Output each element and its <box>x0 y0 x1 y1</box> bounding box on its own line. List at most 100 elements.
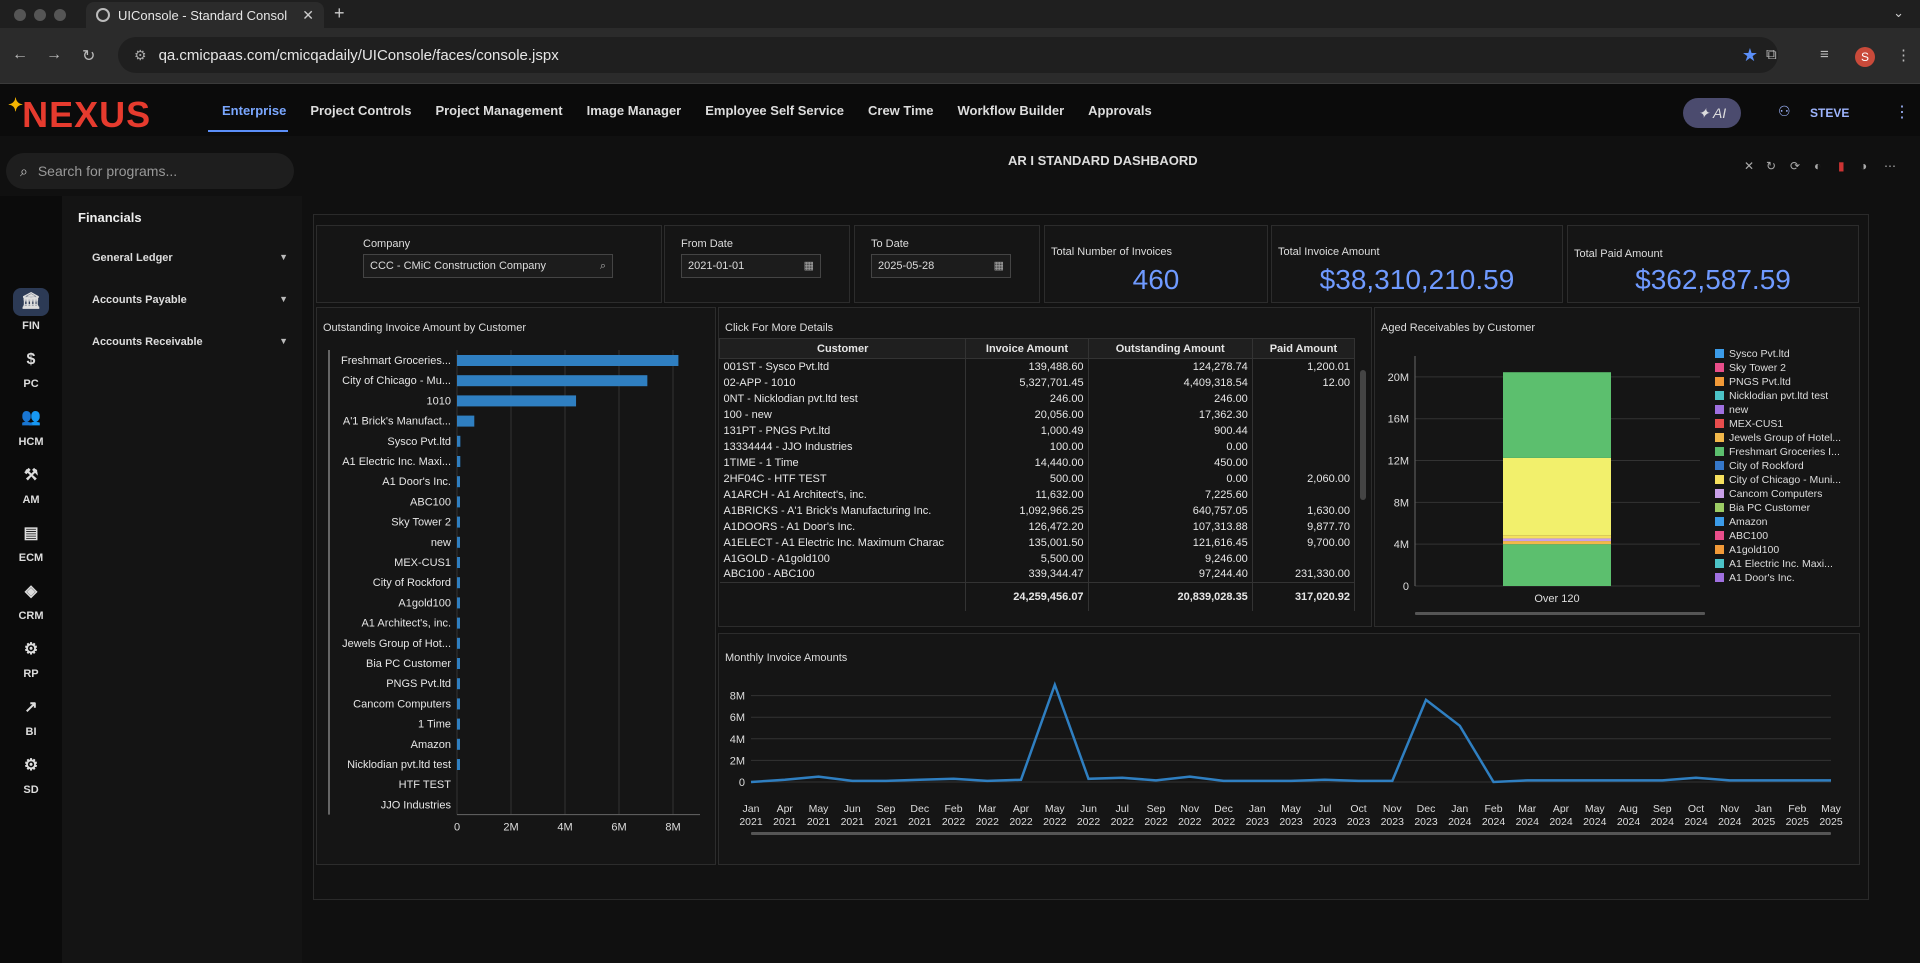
legend-entry[interactable]: A1 Door's Inc. <box>1715 572 1795 584</box>
calendar-icon[interactable]: ▦ <box>803 260 814 272</box>
profile-avatar[interactable]: S <box>1855 47 1875 67</box>
menu-workflow-builder[interactable]: Workflow Builder <box>957 103 1065 118</box>
from-date-input[interactable]: 2021-01-01 ▦ <box>681 254 821 278</box>
x-tick-label: Jul <box>1318 803 1331 815</box>
refresh-icon[interactable]: ↻ <box>1766 159 1777 173</box>
back-icon[interactable]: ← <box>12 46 28 63</box>
x-tick-label: Nov <box>1720 803 1739 815</box>
menu-project-management[interactable]: Project Management <box>435 103 563 118</box>
x-tick-year: 2021 <box>841 816 865 828</box>
legend-entry[interactable]: new <box>1715 404 1748 416</box>
x-tick-year: 2025 <box>1752 816 1776 828</box>
close-icon[interactable]: ✕ <box>1744 159 1755 173</box>
toggle-icon[interactable]: ◐ <box>1814 159 1822 173</box>
legend-entry[interactable]: Sky Tower 2 <box>1715 362 1786 374</box>
legend-entry[interactable]: City of Rockford <box>1715 460 1804 472</box>
browser-tab[interactable]: UIConsole - Standard Consol ✕ <box>86 2 324 28</box>
legend-entry[interactable]: MEX-CUS1 <box>1715 418 1783 430</box>
reload-icon[interactable]: ↻ <box>82 48 96 65</box>
legend-entry[interactable]: Bia PC Customer <box>1715 502 1810 514</box>
sidebar-item-accounts-payable[interactable]: Accounts Payable ▼ <box>92 294 288 306</box>
table-row[interactable]: A1ARCH - A1 Architect's, inc. 11,632.00 7,… <box>719 486 1356 503</box>
legend-entry[interactable]: Freshmart Groceries I... <box>1715 446 1840 458</box>
new-tab-icon[interactable]: + <box>334 3 345 23</box>
more-icon[interactable]: ⋯ <box>1884 159 1896 173</box>
rail-item-am[interactable]: ⚒ AM <box>0 462 62 506</box>
company-input[interactable]: CCC - CMiC Construction Company ⌕ <box>363 254 613 278</box>
column-header[interactable]: Customer <box>718 338 967 359</box>
table-row[interactable]: 13334444 - JJO Industries 100.00 0.00 <box>719 438 1356 455</box>
column-header[interactable]: Paid Amount <box>1251 338 1356 359</box>
menu-employee-self-service[interactable]: Employee Self Service <box>705 103 844 118</box>
close-tab-icon[interactable]: ✕ <box>302 7 314 23</box>
table-row[interactable]: 001ST - Sysco Pvt.ltd 139,488.60 124,278.7… <box>719 358 1356 375</box>
table-row[interactable]: A1ELECT - A1 Electric Inc. Maximum Chara… <box>719 534 1356 551</box>
table-scrollbar[interactable] <box>1360 370 1366 500</box>
sidebar-item-general-ledger[interactable]: General Ledger ▼ <box>92 252 288 264</box>
table-row[interactable]: 100 - new 20,056.00 17,362.30 <box>719 406 1356 423</box>
window-minimize-dot[interactable] <box>34 9 46 21</box>
table-row[interactable]: 131PT - PNGS Pvt.ltd 1,000.49 900.44 <box>719 422 1356 439</box>
table-row[interactable]: 0NT - Nicklodian pvt.ltd test 246.00 246.0… <box>719 390 1356 407</box>
rail-item-hcm[interactable]: 👥 HCM <box>0 404 62 448</box>
sync-icon[interactable]: ⟳ <box>1790 159 1801 173</box>
rail-item-pc[interactable]: $ PC <box>0 346 62 390</box>
menu-image-manager[interactable]: Image Manager <box>586 103 682 118</box>
tab-search-icon[interactable]: ⌄ <box>1893 5 1904 20</box>
legend-entry[interactable]: City of Chicago - Muni... <box>1715 474 1841 486</box>
legend-entry[interactable]: Jewels Group of Hotel... <box>1715 432 1841 444</box>
legend-entry[interactable]: PNGS Pvt.ltd <box>1715 376 1791 388</box>
app-menu-icon[interactable]: ⋮ <box>1894 104 1910 121</box>
extensions-icon[interactable]: ⧉ <box>1766 46 1777 63</box>
legend-entry[interactable]: A1 Electric Inc. Maxi... <box>1715 558 1833 570</box>
program-search[interactable]: ⌕ Search for programs... <box>6 153 294 189</box>
rail-item-fin[interactable]: 🏛 FIN <box>0 288 62 332</box>
table-row[interactable]: 1TIME - 1 Time 14,440.00 450.00 <box>719 454 1356 471</box>
bar <box>457 476 460 488</box>
category-label: Jewels Group of Hot... <box>342 638 451 650</box>
forward-icon[interactable]: → <box>46 46 62 63</box>
media-icon[interactable]: ≡ <box>1820 46 1829 63</box>
rail-item-ecm[interactable]: ▤ ECM <box>0 520 62 564</box>
ai-button[interactable]: ✦ AI <box>1683 98 1741 128</box>
address-bar[interactable]: ⚙ qa.cmicpaas.com/cmicqadaily/UIConsole/… <box>118 37 1778 73</box>
to-date-input[interactable]: 2025-05-28 ▦ <box>871 254 1011 278</box>
window-close-dot[interactable] <box>14 9 26 21</box>
legend-entry[interactable]: Sysco Pvt.ltd <box>1715 348 1790 360</box>
table-row[interactable]: A1BRICKS - A'1 Brick's Manufacturing Inc… <box>719 502 1356 519</box>
category-label: Cancom Computers <box>353 698 451 710</box>
bookmark-star-icon[interactable]: ★ <box>1741 45 1758 65</box>
x-tick-year: 2023 <box>1347 816 1371 828</box>
column-header[interactable]: Invoice Amount <box>965 338 1089 359</box>
site-settings-icon[interactable]: ⚙ <box>134 46 147 63</box>
legend-entry[interactable]: Nicklodian pvt.ltd test <box>1715 390 1828 402</box>
browser-menu-icon[interactable]: ⋮ <box>1896 47 1911 64</box>
legend-entry[interactable]: A1gold100 <box>1715 544 1779 556</box>
window-zoom-dot[interactable] <box>54 9 66 21</box>
table-row[interactable]: ABC100 - ABC100 339,344.47 97,244.40 231,33… <box>719 566 1356 583</box>
legend-entry[interactable]: Cancom Computers <box>1715 488 1822 500</box>
table-row[interactable]: 2HF04C - HTF TEST 500.00 0.00 2,060.00 <box>719 470 1356 487</box>
menu-project-controls[interactable]: Project Controls <box>310 103 412 118</box>
search-icon[interactable]: ⌕ <box>599 260 606 272</box>
table-row[interactable]: A1GOLD - A1gold100 5,500.00 9,246.00 <box>719 550 1356 567</box>
rail-item-bi[interactable]: ↗ BI <box>0 694 62 738</box>
pdf-icon[interactable]: ▮ <box>1838 159 1845 173</box>
table-row[interactable]: 02-APP - 1010 5,327,701.45 4,409,318.54 12.… <box>719 374 1356 391</box>
user-name[interactable]: STEVE <box>1810 106 1850 120</box>
legend-entry[interactable]: ABC100 <box>1715 530 1768 542</box>
table-row[interactable]: A1DOORS - A1 Door's Inc. 126,472.20 107,31… <box>719 518 1356 535</box>
column-header[interactable]: Outstanding Amount <box>1087 338 1253 359</box>
legend-entry[interactable]: Amazon <box>1715 516 1768 528</box>
rail-item-sd[interactable]: ⚙ SD <box>0 752 62 796</box>
user-icon: ⚇ <box>1778 103 1791 119</box>
menu-enterprise[interactable]: Enterprise <box>222 103 287 118</box>
calendar-icon[interactable]: ▦ <box>993 260 1004 272</box>
theme-icon[interactable]: ◑ <box>1860 159 1868 173</box>
rail-item-rp[interactable]: ⚙ RP <box>0 636 62 680</box>
nexus-logo[interactable]: ✦NEXUS <box>8 94 151 136</box>
sidebar-item-accounts-receivable[interactable]: Accounts Receivable ▼ <box>92 336 288 348</box>
rail-item-crm[interactable]: ◈ CRM <box>0 578 62 622</box>
menu-approvals[interactable]: Approvals <box>1088 103 1152 118</box>
menu-crew-time[interactable]: Crew Time <box>868 103 934 118</box>
